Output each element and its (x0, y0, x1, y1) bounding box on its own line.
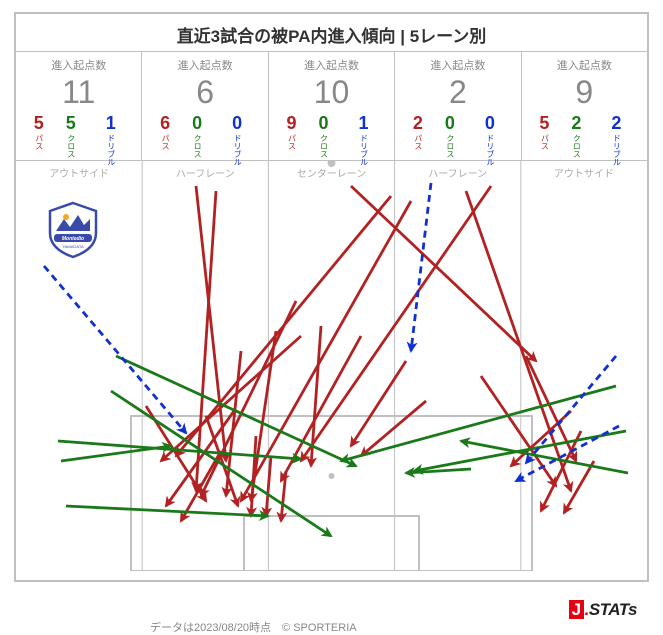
breakdown-item: 6 パス (157, 114, 173, 166)
breakdown-number: 1 (106, 114, 116, 132)
breakdown-item: 2 クロス (564, 114, 588, 166)
breakdown-number: 0 (232, 114, 242, 132)
breakdown-item: 1ドリブル (348, 114, 380, 166)
jstats-logo: J.STATs (569, 600, 637, 620)
footer-data-note: データは2023/08/20時点 © SPORTERIA (150, 619, 357, 635)
lane-name-3: ハーフレーン (395, 165, 521, 180)
breakdown-label: パス (161, 134, 169, 150)
breakdown-number: 5 (66, 114, 76, 132)
lane-count-label: 進入起点数 (144, 57, 265, 73)
lanes-header: 進入起点数115パス5クロス1ドリブル進入起点数66パス0クロス0ドリブル進入起… (16, 51, 647, 161)
pitch-lines (131, 161, 532, 571)
breakdown-item: 9 パス (284, 114, 300, 166)
breakdown-number: 2 (611, 114, 621, 132)
breakdown-number: 1 (359, 114, 369, 132)
pitch-area: アウトサイドハーフレーンセンターレーンハーフレーンアウトサイド Montedio… (16, 161, 647, 571)
breakdown-item: 1ドリブル (95, 114, 127, 166)
lane-total: 9 (524, 75, 645, 110)
lane-breakdown: 2 パス 0 クロス 0ドリブル (397, 114, 518, 166)
breakdown-item: 2 パス (410, 114, 426, 166)
breakdown-label: クロス (572, 134, 580, 158)
arrow-cross (61, 446, 171, 461)
lane-count-label: 進入起点数 (397, 57, 518, 73)
breakdown-item: 0 クロス (438, 114, 462, 166)
svg-text:Montedio: Montedio (62, 236, 84, 242)
lane-count-label: 進入起点数 (524, 57, 645, 73)
lane-breakdown: 9 パス 0 クロス 1ドリブル (271, 114, 392, 166)
breakdown-number: 9 (287, 114, 297, 132)
breakdown-number: 2 (413, 114, 423, 132)
svg-text:YAMAGATA: YAMAGATA (62, 244, 84, 249)
lane-total: 10 (271, 75, 392, 110)
jstats-text: STATs (589, 600, 637, 619)
breakdown-number: 2 (571, 114, 581, 132)
lane-name-0: アウトサイド (16, 165, 142, 180)
lane-breakdown: 5 パス 5 クロス 1ドリブル (18, 114, 139, 166)
breakdown-label: クロス (320, 134, 328, 158)
breakdown-label: クロス (193, 134, 201, 158)
lane-box-4: 進入起点数95パス2クロス2ドリブル (522, 51, 647, 161)
breakdown-item: 0 クロス (185, 114, 209, 166)
lane-total: 6 (144, 75, 265, 110)
breakdown-label: パス (414, 134, 422, 150)
arrow-dribble (411, 183, 431, 351)
lane-count-label: 進入起点数 (18, 57, 139, 73)
lane-breakdown: 5 パス 2 クロス 2ドリブル (524, 114, 645, 166)
lane-name-2: センターレーン (268, 165, 394, 180)
breakdown-number: 5 (539, 114, 549, 132)
breakdown-item: 5 クロス (59, 114, 83, 166)
breakdown-label: パス (35, 134, 43, 150)
lane-total: 2 (397, 75, 518, 110)
jstats-j: J (569, 600, 584, 619)
breakdown-item: 5 パス (536, 114, 552, 166)
breakdown-item: 5 パス (31, 114, 47, 166)
lane-total: 11 (18, 75, 139, 110)
lane-box-2: 進入起点数109パス0クロス1ドリブル (269, 51, 395, 161)
breakdown-item: 0 クロス (312, 114, 336, 166)
breakdown-label: クロス (67, 134, 75, 158)
breakdown-number: 0 (192, 114, 202, 132)
breakdown-number: 0 (319, 114, 329, 132)
breakdown-label: パス (540, 134, 548, 150)
breakdown-item: 2ドリブル (600, 114, 632, 166)
chart-title: 直近3試合の被PA内進入傾向 | 5レーン別 (16, 14, 647, 51)
team-logo-svg: Montedio YAMAGATA (44, 201, 102, 259)
breakdown-label: パス (288, 134, 296, 150)
lane-names-row: アウトサイドハーフレーンセンターレーンハーフレーンアウトサイド (16, 165, 647, 180)
arrow-pass (351, 186, 536, 361)
arrow-cross (66, 506, 268, 516)
lane-box-0: 進入起点数115パス5クロス1ドリブル (16, 51, 142, 161)
lane-breakdown: 6 パス 0 クロス 0ドリブル (144, 114, 265, 166)
chart-container: 直近3試合の被PA内進入傾向 | 5レーン別 進入起点数115パス5クロス1ドリ… (14, 12, 649, 582)
pitch-svg (16, 161, 647, 571)
breakdown-number: 5 (34, 114, 44, 132)
team-logo: Montedio YAMAGATA (44, 201, 102, 259)
lane-count-label: 進入起点数 (271, 57, 392, 73)
lane-box-3: 進入起点数22パス0クロス0ドリブル (395, 51, 521, 161)
breakdown-label: クロス (446, 134, 454, 158)
breakdown-number: 6 (160, 114, 170, 132)
arrow-pass (181, 451, 221, 521)
lane-name-4: アウトサイド (521, 165, 647, 180)
lane-name-1: ハーフレーン (142, 165, 268, 180)
breakdown-item: 0ドリブル (221, 114, 253, 166)
breakdown-number: 0 (445, 114, 455, 132)
breakdown-number: 0 (485, 114, 495, 132)
arrow-pass (201, 301, 296, 496)
lane-box-1: 進入起点数66パス0クロス0ドリブル (142, 51, 268, 161)
arrow-dribble (44, 266, 186, 433)
breakdown-item: 0ドリブル (474, 114, 506, 166)
arrow-pass (351, 361, 406, 446)
